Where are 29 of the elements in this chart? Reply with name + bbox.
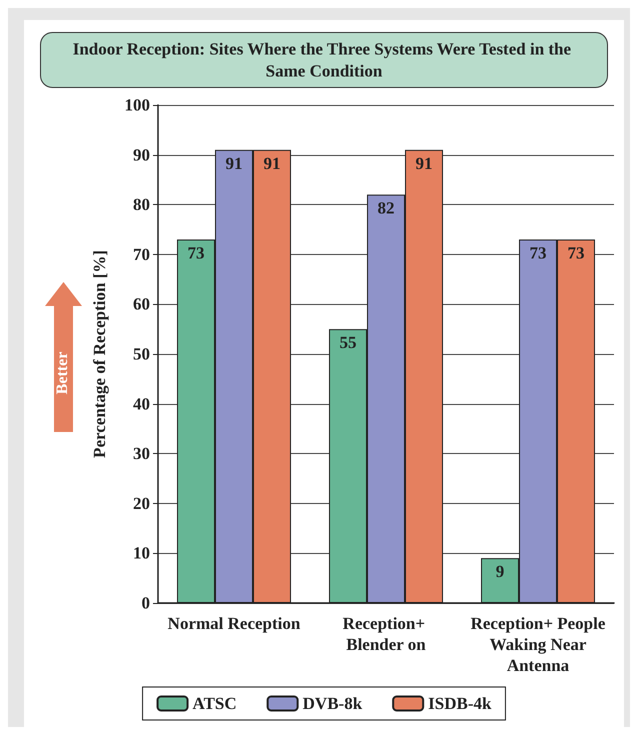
data-label: 91 (226, 154, 242, 173)
data-label: 73 (188, 243, 204, 262)
y-tick-label: 30 (133, 444, 150, 464)
data-label: 73 (530, 243, 546, 262)
y-tick-label: 60 (133, 294, 150, 314)
data-label: 9 (496, 562, 504, 582)
legend-label: DVB-8k (302, 694, 363, 713)
chart-title: Indoor Reception: Sites Where the Three Systems Were Tested in the Same Condition (72, 40, 576, 80)
data-label: 82 (378, 198, 394, 218)
legend-label: ATSC (192, 694, 237, 713)
legend-label: ISDB-4k (428, 694, 492, 713)
data-label: 73 (568, 243, 584, 262)
y-tick-label: 90 (133, 145, 150, 164)
y-tick-label: 50 (133, 344, 150, 364)
x-tick-label: Reception+ People Waking Near Antenna (470, 614, 606, 675)
y-tick-label: 10 (133, 544, 150, 563)
y-tick-label: 100 (124, 96, 150, 114)
text: Better (54, 352, 72, 394)
x-tick-label: Reception+ Blender on (342, 614, 430, 654)
data-label: 55 (340, 333, 356, 352)
y-axis-title: Percentage of Reception [%] (90, 250, 109, 458)
x-tick-label: Normal Reception (168, 614, 301, 633)
y-tick-label: 20 (133, 494, 150, 513)
y-tick-label: 80 (133, 195, 150, 214)
y-tick-label: 40 (133, 394, 150, 414)
data-label: 91 (264, 154, 280, 173)
y-tick-label: 70 (133, 244, 150, 264)
y-tick-label: 0 (142, 594, 150, 612)
data-label: 91 (416, 154, 432, 173)
